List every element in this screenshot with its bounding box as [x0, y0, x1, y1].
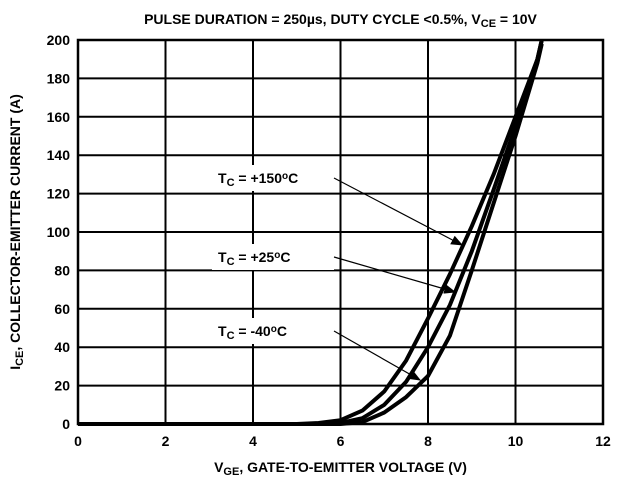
x-tick-label: 8 [424, 433, 432, 449]
y-tick-label: 100 [47, 224, 71, 240]
y-tick-label: 80 [54, 262, 70, 278]
x-tick-label: 6 [337, 433, 345, 449]
text-part: T [218, 170, 227, 186]
y-tick-label: 0 [62, 416, 70, 432]
legend-label: TC = +150oC [218, 170, 298, 189]
x-tick-label: 10 [508, 433, 524, 449]
legend-box [212, 165, 334, 191]
annotation-arrow [333, 177, 464, 246]
y-axis-label: ICE, COLLECTOR-EMITTER CURRENT (A) [7, 94, 26, 370]
text-part: , COLLECTOR-EMITTER CURRENT (A) [7, 94, 23, 350]
text-part: CE [481, 18, 496, 30]
text-part: GE [223, 466, 239, 478]
y-tick-label: 20 [54, 378, 70, 394]
annotation-arrow [333, 330, 422, 381]
text-part: I [7, 366, 23, 370]
legend-box [212, 318, 334, 344]
legend-label: TC = +25oC [218, 249, 290, 268]
text-part: = 10V [496, 11, 538, 27]
x-tick-label: 0 [74, 433, 82, 449]
y-tick-label: 120 [47, 186, 71, 202]
x-tick-label: 2 [162, 433, 170, 449]
text-part: C [227, 256, 235, 268]
legend-box [212, 244, 334, 270]
y-tick-label: 180 [47, 70, 71, 86]
x-axis-label: VGE, GATE-TO-EMITTER VOLTAGE (V) [214, 459, 467, 478]
x-tick-label: 12 [595, 433, 611, 449]
text-part: C [288, 170, 298, 186]
text-part: T [218, 249, 227, 265]
text-part: = +25 [235, 249, 275, 265]
y-tick-label: 40 [54, 339, 70, 355]
x-tick-label: 4 [249, 433, 257, 449]
text-part: C [280, 249, 290, 265]
text-part: V [214, 459, 224, 475]
text-part: , GATE-TO-EMITTER VOLTAGE (V) [239, 459, 467, 475]
text-part: C [277, 323, 287, 339]
text-part: CE [14, 351, 26, 366]
text-part: C [227, 330, 235, 342]
text-part: T [218, 323, 227, 339]
text-part: o [274, 250, 280, 261]
annotation-arrow [333, 256, 457, 294]
text-part: = -40 [235, 323, 271, 339]
text-part: o [282, 171, 288, 182]
text-part: PULSE DURATION = 250µs, DUTY CYCLE <0.5%… [144, 11, 481, 27]
chart-title: PULSE DURATION = 250µs, DUTY CYCLE <0.5%… [144, 11, 537, 30]
text-part: C [227, 177, 235, 189]
text-part: = +150 [235, 170, 283, 186]
legend-label: TC = -40oC [218, 323, 287, 342]
text-part: o [271, 324, 277, 335]
y-tick-label: 60 [54, 301, 70, 317]
y-tick-label: 140 [47, 147, 71, 163]
y-tick-label: 200 [47, 32, 71, 48]
series-line [78, 43, 544, 426]
y-tick-label: 160 [47, 109, 71, 125]
